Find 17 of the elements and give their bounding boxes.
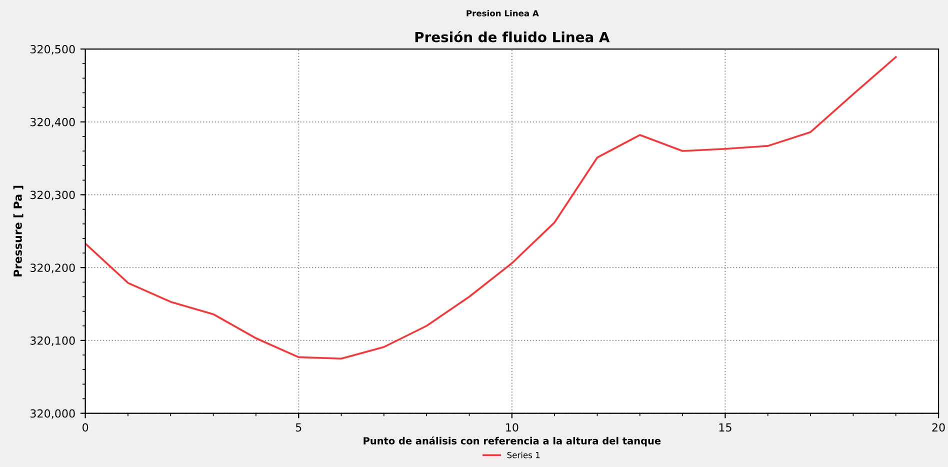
y-tick-label: 320,100 (30, 336, 75, 346)
y-tick-label: 320,300 (30, 190, 75, 200)
y-tick-label: 320,400 (30, 118, 75, 128)
legend-label: Series 1 (507, 452, 540, 458)
chart-subtitle: Presión de fluido Linea A (415, 30, 610, 42)
line-series (85, 56, 897, 360)
y-tick-label: 320,500 (30, 45, 75, 55)
chart-title: Presion Linea A (466, 10, 539, 16)
y-tick-label: 320,200 (30, 264, 75, 274)
y-axis-title: Pressure [ Pa ] (13, 186, 24, 276)
y-tick-label: 320,000 (30, 409, 75, 419)
x-axis-title: Punto de análisis con referencia a la altura del tanque (364, 436, 661, 446)
x-tick-label: 0 (82, 423, 88, 432)
x-tick-label: 20 (932, 423, 945, 432)
x-tick-label: 10 (506, 423, 518, 432)
x-tick-label: 15 (719, 423, 732, 432)
x-tick-label: 5 (296, 423, 302, 432)
